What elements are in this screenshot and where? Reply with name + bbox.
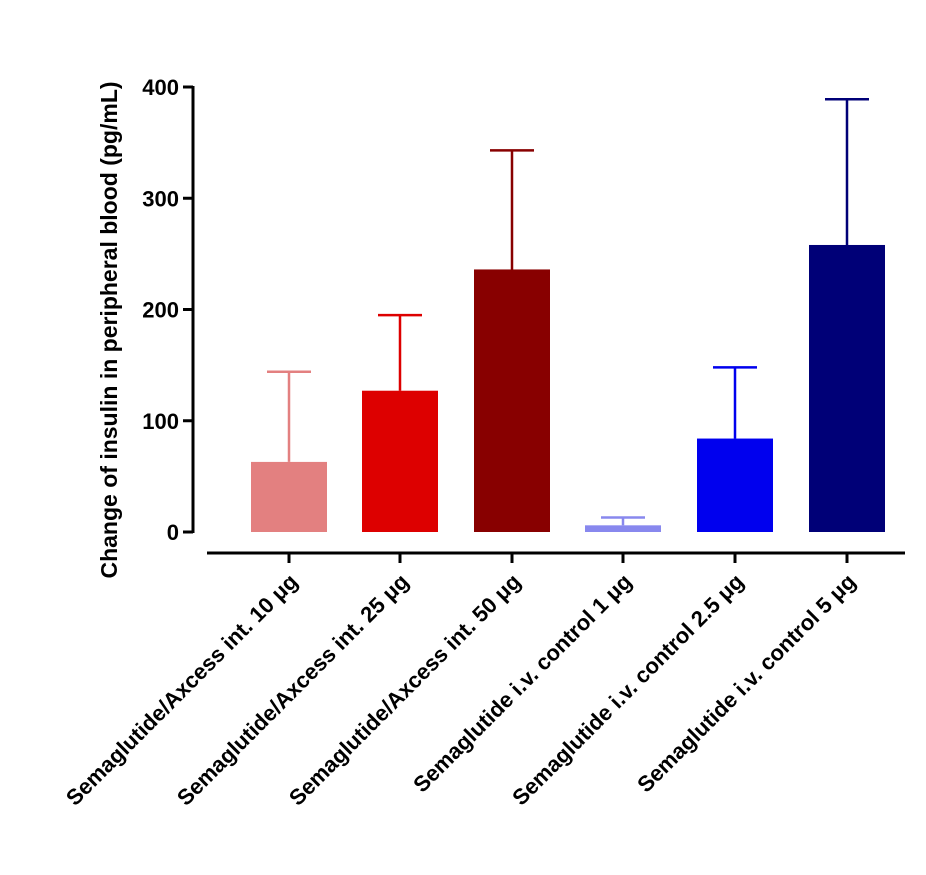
y-axis-title: Change of insulin in peripheral blood (p… (96, 81, 122, 578)
y-tick-label: 100 (142, 409, 179, 434)
bar-5 (697, 438, 773, 532)
bar-3 (474, 269, 550, 532)
y-axis: 0 100 200 300 400 (142, 75, 195, 545)
category-label-5: Semaglutide i.v. control 2.5 μg (507, 569, 748, 810)
category-label-6: Semaglutide i.v. control 5 μg (632, 569, 860, 797)
category-label-3: Semaglutide/Axcess int. 50 μg (284, 569, 526, 811)
category-label-2: Semaglutide/Axcess int. 25 μg (172, 569, 414, 811)
category-label-1: Semaglutide/Axcess int. 10 μg (61, 569, 303, 811)
category-labels: Semaglutide/Axcess int. 10 μgSemaglutide… (61, 569, 861, 811)
y-tick-label: 200 (142, 298, 179, 323)
bar-2 (362, 390, 438, 532)
bar-6 (809, 244, 885, 532)
error-bars (267, 97, 869, 526)
bar-4 (585, 525, 661, 532)
y-tick-label: 400 (142, 75, 179, 100)
category-label-4: Semaglutide i.v. control 1 μg (408, 569, 636, 797)
bars (251, 244, 885, 532)
bar-1 (251, 461, 327, 532)
y-tick-label: 300 (142, 186, 179, 211)
y-tick-label: 0 (167, 520, 179, 545)
x-axis (207, 551, 905, 563)
